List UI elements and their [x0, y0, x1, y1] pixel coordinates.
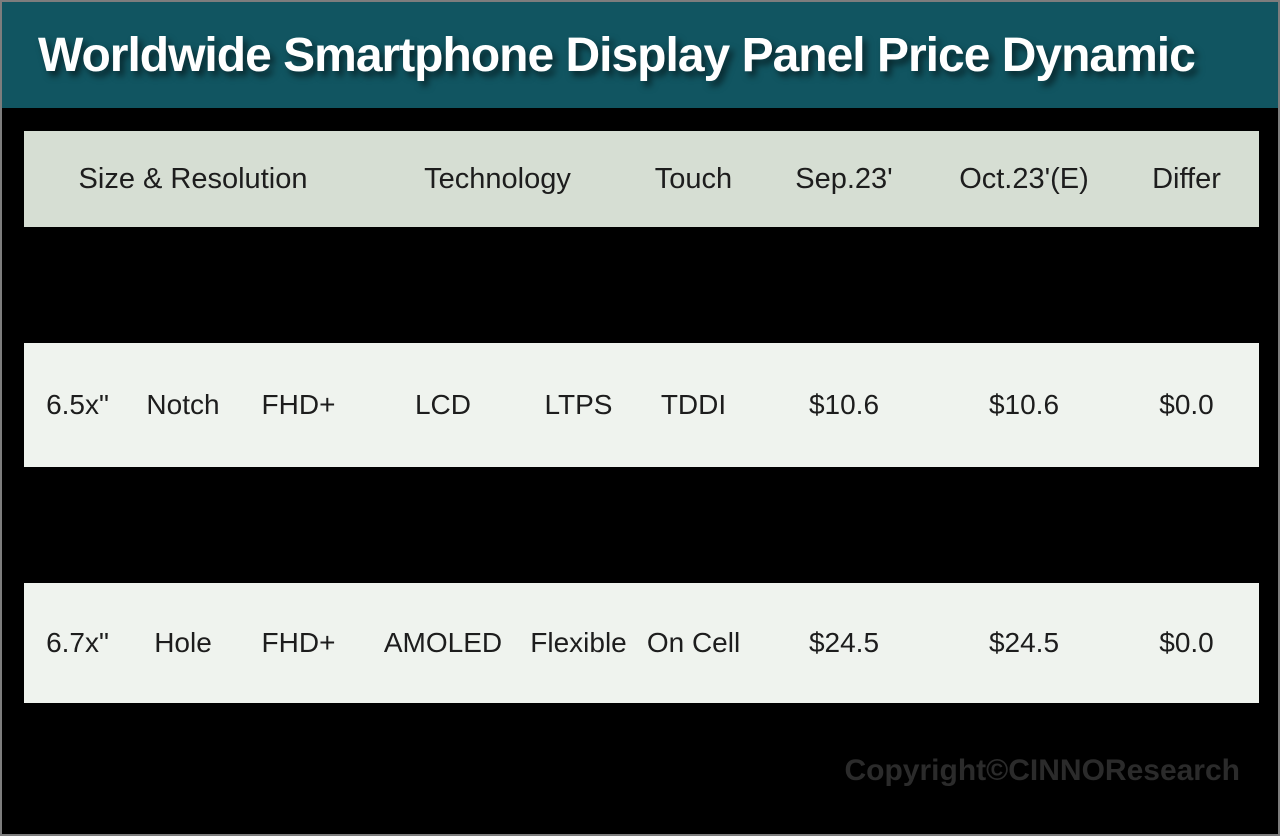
cell-sep-price: $10.6	[808, 389, 880, 420]
cell-resolution: FHD+	[261, 389, 336, 420]
cell-resolution: FHD+	[261, 627, 336, 658]
table-row: 6.7x" Hole FHD+ AMOLED Flexible On Cell …	[24, 583, 1259, 703]
table-header-row: Size & Resolution Technology Touch Sep.2…	[24, 131, 1259, 227]
page-title: Worldwide Smartphone Display Panel Price…	[38, 28, 1196, 82]
header-technology: Technology	[424, 162, 571, 195]
header-differ: Differ	[1152, 162, 1221, 195]
header-size-resolution: Size & Resolution	[78, 162, 308, 195]
header-touch: Touch	[654, 162, 733, 195]
header-oct23e: Oct.23'(E)	[959, 162, 1089, 195]
cell-size: 6.5x"	[46, 389, 109, 420]
cell-differ-value: $0.0	[1159, 627, 1214, 658]
cell-oct-price: $24.5	[988, 627, 1060, 658]
cell-size: 6.7x"	[46, 627, 109, 658]
cell-cutout-type: Notch	[146, 389, 220, 420]
cell-sep-price: $24.5	[808, 627, 880, 658]
cell-cutout-type: Hole	[154, 627, 212, 658]
cell-oct-price: $10.6	[988, 389, 1060, 420]
table-row: 6.5x" Notch FHD+ LCD LTPS TDDI $10.6 $10…	[24, 343, 1259, 467]
cell-backplane-tech: LTPS	[544, 389, 613, 420]
copyright-watermark: Copyright©CINNOResearch	[844, 754, 1240, 787]
cell-panel-tech: LCD	[414, 389, 471, 420]
cell-touch-type: On Cell	[646, 627, 741, 658]
cell-differ-value: $0.0	[1159, 389, 1214, 420]
header-sep23: Sep.23'	[795, 162, 893, 195]
title-banner: Worldwide Smartphone Display Panel Price…	[2, 2, 1278, 108]
cell-touch-type: TDDI	[660, 389, 727, 420]
cell-backplane-tech: Flexible	[530, 627, 627, 658]
cell-panel-tech: AMOLED	[383, 627, 503, 658]
